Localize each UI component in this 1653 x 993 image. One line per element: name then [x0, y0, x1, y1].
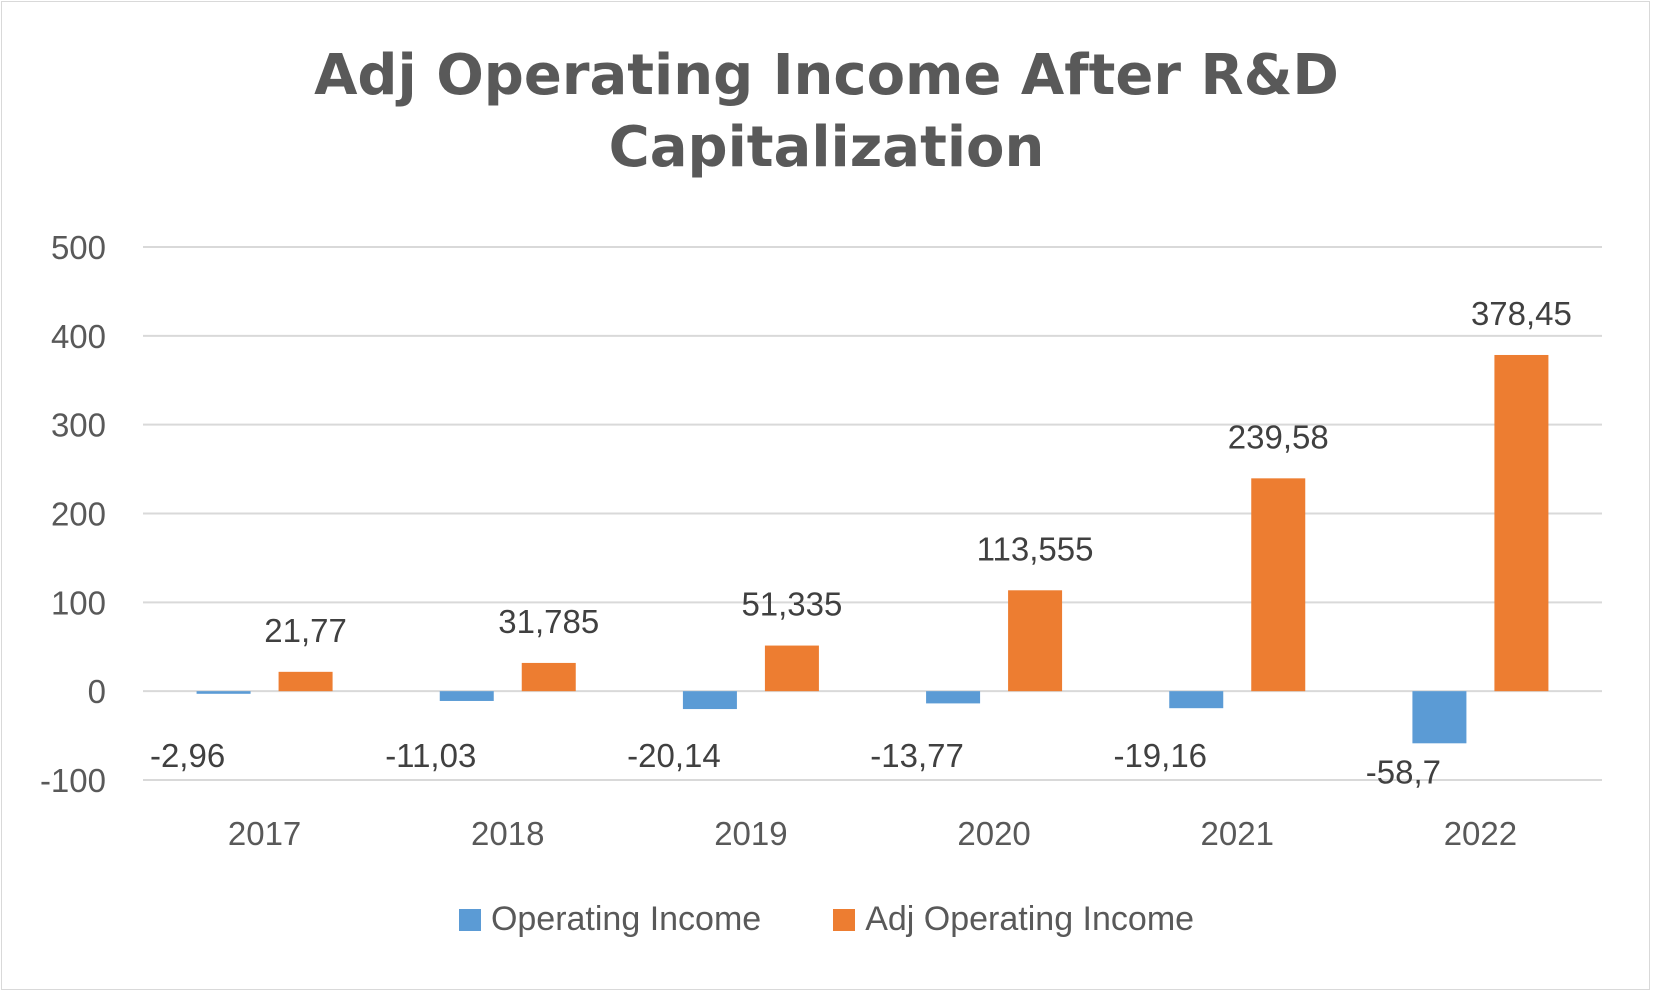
y-tick-label-3: 200 [51, 496, 106, 533]
data-label-series-0-3: -13,77 [870, 737, 964, 774]
legend-label-adj-operating-income: Adj Operating Income [865, 900, 1195, 938]
bar-series-1-0 [278, 671, 333, 692]
x-tick-label-0: 2017 [228, 815, 301, 852]
data-label-series-0-0: -2,96 [150, 737, 225, 774]
x-tick-label-5: 2022 [1444, 815, 1517, 852]
data-label-series-0-4: -19,16 [1113, 737, 1207, 774]
data-label-series-0-5: -58,7 [1366, 753, 1441, 790]
bar-series-1-4 [1251, 478, 1306, 692]
bar-series-1-1 [521, 662, 576, 692]
bar-series-0-5 [1412, 691, 1467, 744]
chart-title-line-2: Capitalization [608, 115, 1045, 180]
chart-title-line-1: Adj Operating Income After R&D [314, 43, 1339, 108]
bar-series-0-4 [1169, 691, 1224, 709]
legend-item-adj-operating-income: Adj Operating Income [833, 900, 1194, 939]
y-tick-label-0: 500 [51, 229, 106, 266]
x-tick-label-4: 2021 [1201, 815, 1274, 852]
legend-item-operating-income: Operating Income [458, 900, 762, 939]
data-label-series-1-0: 21,77 [264, 612, 347, 649]
legend-swatch-operating-income [458, 908, 481, 931]
y-tick-label-5: 0 [88, 673, 106, 710]
x-tick-label-2: 2019 [714, 815, 787, 852]
legend-label-operating-income: Operating Income [490, 900, 762, 938]
chart-title: Adj Operating Income After R&D Capitaliz… [0, 40, 1653, 184]
y-tick-label-1: 400 [51, 318, 106, 355]
bar-series-1-2 [764, 645, 819, 692]
x-tick-label-1: 2018 [471, 815, 544, 852]
x-tick-label-3: 2020 [957, 815, 1030, 852]
bar-series-0-2 [682, 691, 737, 710]
data-label-series-1-2: 51,335 [741, 586, 842, 623]
data-label-series-0-1: -11,03 [385, 737, 476, 774]
data-label-series-0-2: -20,14 [627, 737, 721, 774]
bar-series-1-5 [1494, 354, 1549, 692]
bar-series-0-1 [439, 691, 494, 701]
bar-series-0-0 [196, 691, 251, 694]
data-label-series-1-4: 239,58 [1228, 418, 1329, 455]
legend: Operating Income Adj Operating Income [0, 900, 1653, 939]
bar-series-1-3 [1008, 590, 1063, 692]
data-label-series-1-1: 31,785 [498, 603, 599, 640]
legend-swatch-adj-operating-income [833, 908, 856, 931]
data-label-series-1-5: 378,45 [1471, 295, 1572, 332]
data-label-series-1-3: 113,555 [977, 530, 1094, 567]
y-tick-label-2: 300 [51, 407, 106, 444]
y-tick-label-4: 100 [51, 584, 106, 621]
y-tick-label-6: -100 [40, 762, 106, 799]
bar-series-0-3 [926, 691, 981, 704]
